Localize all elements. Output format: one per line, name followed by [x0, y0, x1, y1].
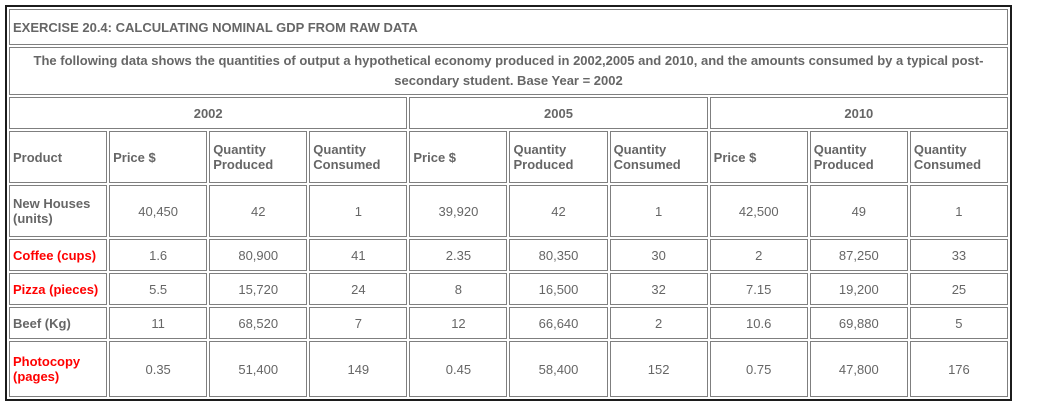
value-cell: 2 [609, 307, 708, 339]
value-cell: 33 [909, 239, 1008, 271]
exercise-description: The following data shows the quantities … [9, 47, 1008, 95]
value-cell: 7.15 [709, 273, 808, 305]
column-header-product: Product [9, 131, 108, 183]
value-cell: 51,400 [209, 341, 308, 397]
product-label: Coffee (cups) [9, 239, 108, 271]
value-cell: 152 [609, 341, 708, 397]
value-cell: 12 [409, 307, 508, 339]
value-cell: 69,880 [809, 307, 908, 339]
gdp-data-table: EXERCISE 20.4: CALCULATING NOMINAL GDP F… [5, 5, 1012, 401]
column-header-qty-produced-2010: Quantity Produced [809, 131, 908, 183]
value-cell: 39,920 [409, 185, 508, 237]
value-cell: 80,350 [509, 239, 608, 271]
value-cell: 30 [609, 239, 708, 271]
value-cell: 5.5 [109, 273, 208, 305]
product-label: Photocopy (pages) [9, 341, 108, 397]
column-header-qty-consumed-2002: Quantity Consumed [309, 131, 408, 183]
exercise-title: EXERCISE 20.4: CALCULATING NOMINAL GDP F… [9, 9, 1008, 45]
product-label: Pizza (pieces) [9, 273, 108, 305]
value-cell: 58,400 [509, 341, 608, 397]
year-header-2005: 2005 [409, 97, 708, 129]
table-row: Beef (Kg) 11 68,520 7 12 66,640 2 10.6 6… [9, 307, 1008, 339]
value-cell: 19,200 [809, 273, 908, 305]
value-cell: 87,250 [809, 239, 908, 271]
column-header-price-2002: Price $ [109, 131, 208, 183]
value-cell: 1.6 [109, 239, 208, 271]
value-cell: 2.35 [409, 239, 508, 271]
column-header-qty-consumed-2005: Quantity Consumed [609, 131, 708, 183]
value-cell: 11 [109, 307, 208, 339]
value-cell: 5 [909, 307, 1008, 339]
product-label: Beef (Kg) [9, 307, 108, 339]
column-header-price-2010: Price $ [709, 131, 808, 183]
value-cell: 7 [309, 307, 408, 339]
value-cell: 40,450 [109, 185, 208, 237]
value-cell: 32 [609, 273, 708, 305]
product-label: New Houses (units) [9, 185, 108, 237]
value-cell: 1 [309, 185, 408, 237]
value-cell: 41 [309, 239, 408, 271]
column-header-qty-consumed-2010: Quantity Consumed [909, 131, 1008, 183]
value-cell: 16,500 [509, 273, 608, 305]
value-cell: 0.35 [109, 341, 208, 397]
value-cell: 24 [309, 273, 408, 305]
column-header-price-2005: Price $ [409, 131, 508, 183]
column-header-qty-produced-2002: Quantity Produced [209, 131, 308, 183]
table-row: Photocopy (pages) 0.35 51,400 149 0.45 5… [9, 341, 1008, 397]
value-cell: 149 [309, 341, 408, 397]
value-cell: 0.45 [409, 341, 508, 397]
value-cell: 0.75 [709, 341, 808, 397]
value-cell: 8 [409, 273, 508, 305]
value-cell: 1 [909, 185, 1008, 237]
value-cell: 10.6 [709, 307, 808, 339]
value-cell: 25 [909, 273, 1008, 305]
table-row: Coffee (cups) 1.6 80,900 41 2.35 80,350 … [9, 239, 1008, 271]
value-cell: 15,720 [209, 273, 308, 305]
value-cell: 68,520 [209, 307, 308, 339]
value-cell: 47,800 [809, 341, 908, 397]
table-row: New Houses (units) 40,450 42 1 39,920 42… [9, 185, 1008, 237]
value-cell: 1 [609, 185, 708, 237]
value-cell: 42 [509, 185, 608, 237]
value-cell: 2 [709, 239, 808, 271]
value-cell: 42,500 [709, 185, 808, 237]
value-cell: 66,640 [509, 307, 608, 339]
table-row: Pizza (pieces) 5.5 15,720 24 8 16,500 32… [9, 273, 1008, 305]
value-cell: 176 [909, 341, 1008, 397]
year-header-2002: 2002 [9, 97, 408, 129]
year-header-2010: 2010 [709, 97, 1008, 129]
value-cell: 49 [809, 185, 908, 237]
column-header-qty-produced-2005: Quantity Produced [509, 131, 608, 183]
value-cell: 42 [209, 185, 308, 237]
value-cell: 80,900 [209, 239, 308, 271]
